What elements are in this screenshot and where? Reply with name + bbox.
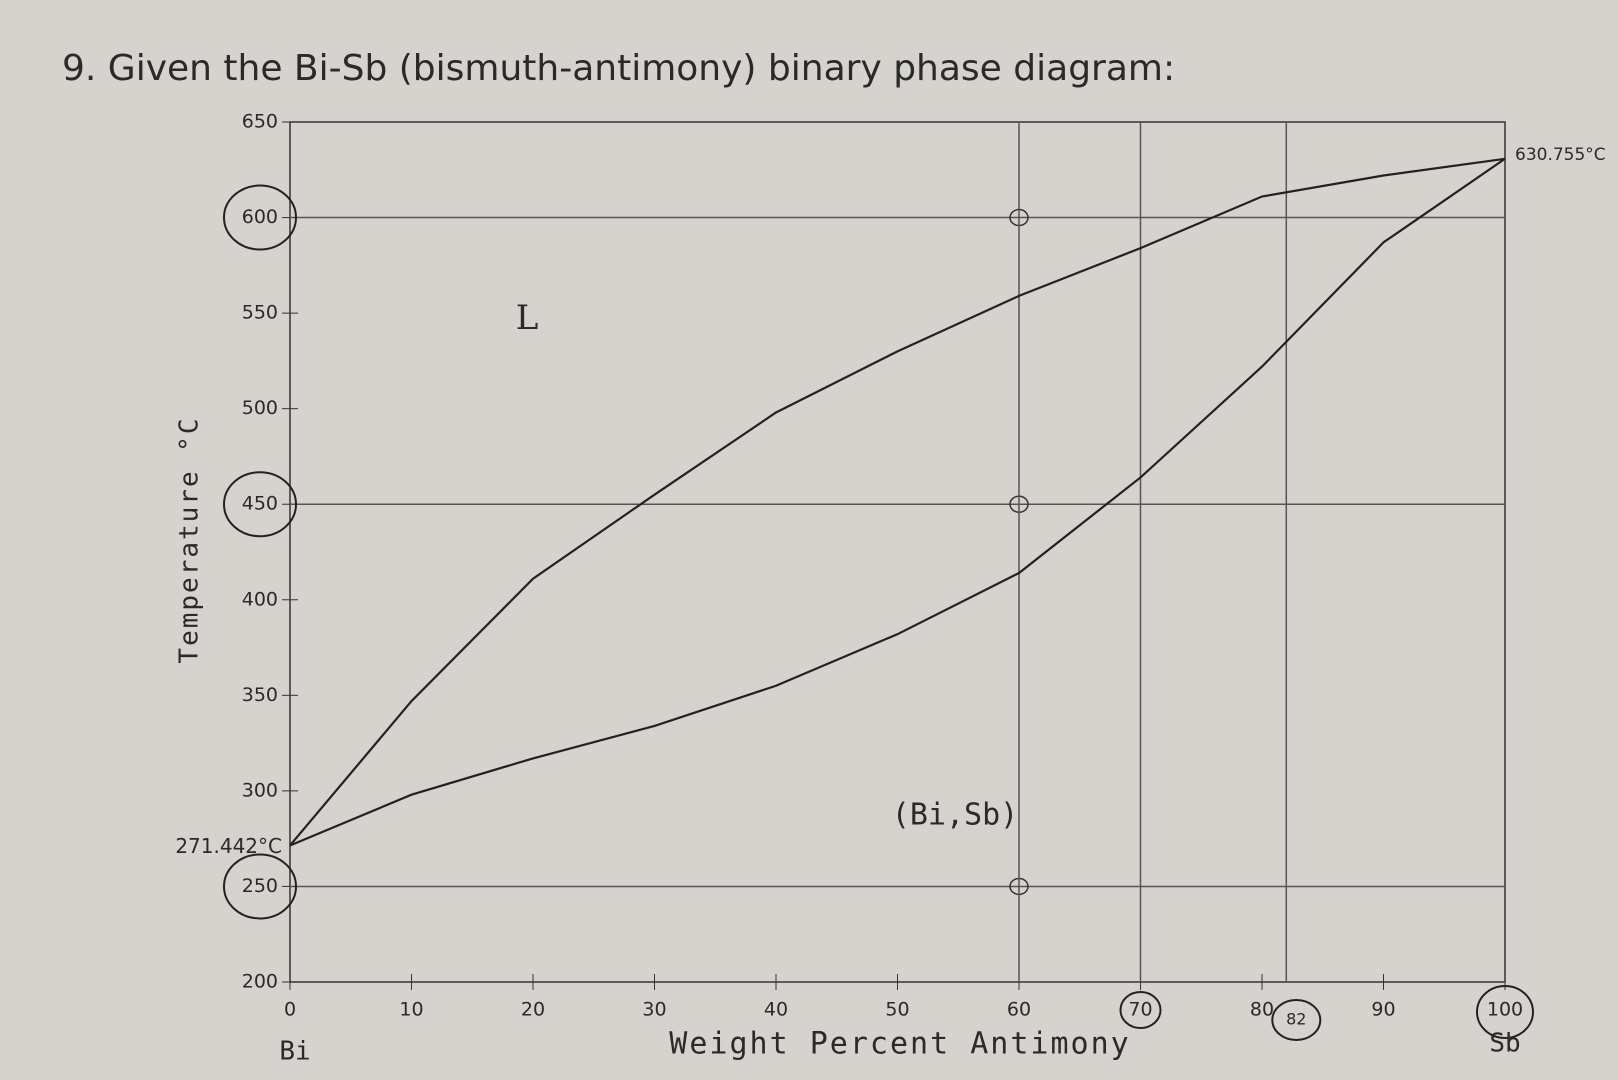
y-tick-label: 350 [242, 684, 278, 706]
y-tick-label: 250 [242, 875, 278, 897]
x-tick-label: 100 [1487, 999, 1523, 1021]
handwritten-label: 82 [1286, 1010, 1306, 1029]
annotation: 271.442°C [175, 834, 282, 858]
y-tick-label: 500 [242, 397, 278, 419]
y-tick-label: 400 [242, 588, 278, 610]
chart-title: 9. Given the Bi-Sb (bismuth-antimony) bi… [62, 48, 1175, 89]
x-tick-label: 60 [1007, 999, 1031, 1021]
x-tick-label: 30 [642, 999, 666, 1021]
x-tick-label: 50 [885, 999, 909, 1021]
y-tick-label: 650 [242, 111, 278, 133]
x-tick-label: 40 [764, 999, 788, 1021]
x-tick-label: 80 [1250, 999, 1274, 1021]
hand-circle [223, 853, 297, 920]
x-axis-label: Weight Percent Antimony [669, 1027, 1130, 1062]
hand-circle [223, 184, 297, 251]
y-tick-label: 300 [242, 779, 278, 801]
annotation: 630.755°C [1515, 145, 1606, 165]
hand-circle [223, 471, 297, 538]
x-tick-label: 20 [521, 999, 545, 1021]
hand-circle [1476, 985, 1534, 1039]
end-label: Sb [1489, 1029, 1520, 1059]
region-label: L [516, 298, 539, 338]
y-tick-label: 550 [242, 302, 278, 324]
y-tick-label: 450 [242, 493, 278, 515]
phase-boundary [289, 157, 1506, 847]
region-label: (Bi,Sb) [892, 798, 1018, 833]
x-tick-label: 10 [399, 999, 423, 1021]
y-tick-label: 200 [242, 971, 278, 993]
y-tick-label: 600 [242, 206, 278, 228]
hand-circle [1119, 991, 1162, 1029]
x-tick-label: 70 [1128, 999, 1152, 1021]
phase-boundary [289, 157, 1506, 847]
hand-circle [1271, 999, 1322, 1041]
end-label: Bi [279, 1037, 310, 1067]
x-tick-label: 0 [284, 999, 296, 1021]
y-axis-label: Temperature °C [175, 416, 205, 663]
x-tick-label: 90 [1371, 999, 1395, 1021]
